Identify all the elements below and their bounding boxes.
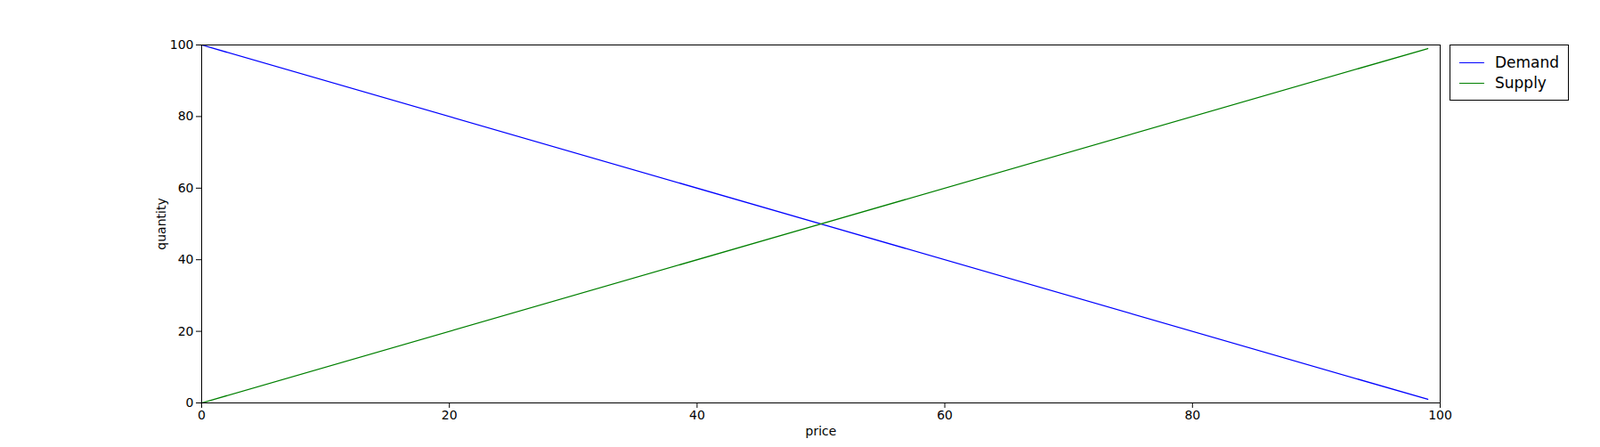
- svg-text:price: price: [805, 423, 837, 439]
- svg-text:20: 20: [441, 407, 458, 423]
- svg-text:80: 80: [1184, 407, 1201, 423]
- svg-text:100: 100: [170, 37, 195, 52]
- html-text:Supply: Supply: [1494, 73, 1547, 92]
- svg-text:20: 20: [178, 324, 195, 339]
- svg-text:40: 40: [689, 407, 706, 423]
- svg-text:60: 60: [936, 407, 953, 423]
- svg-text:0: 0: [197, 407, 206, 423]
- svg-text:40: 40: [178, 251, 195, 267]
- svg-text:quantity: quantity: [154, 197, 169, 250]
- html-text:Demand: Demand: [1494, 53, 1560, 72]
- svg-text:0: 0: [186, 395, 195, 410]
- svg-text:60: 60: [178, 180, 195, 195]
- svg-text:80: 80: [178, 108, 195, 123]
- svg-text:100: 100: [1428, 407, 1453, 423]
